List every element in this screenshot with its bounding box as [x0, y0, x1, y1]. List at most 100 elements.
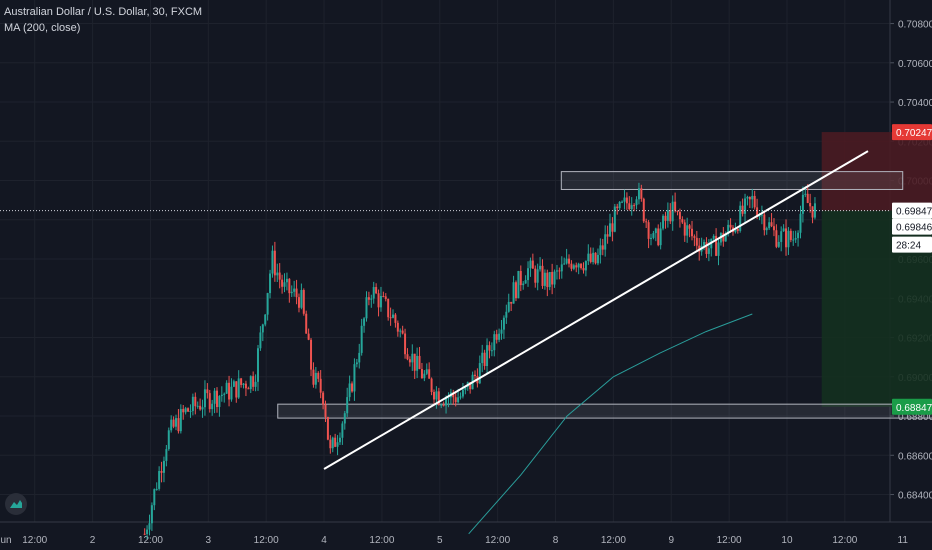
candle-body — [594, 252, 597, 264]
candle-body — [577, 263, 580, 268]
candle-body — [563, 263, 566, 265]
candle-body — [365, 297, 368, 319]
candle-body — [490, 350, 493, 352]
candle-body — [235, 381, 238, 398]
candle-body — [671, 201, 674, 222]
candle-body — [254, 381, 257, 387]
candle-body — [707, 248, 710, 254]
candle-body — [613, 206, 616, 232]
candle-body — [256, 348, 259, 382]
candle-body — [288, 278, 291, 294]
candle-body — [264, 314, 267, 325]
candle-body — [734, 228, 737, 233]
candle-body — [493, 334, 496, 351]
time-tick-label: 12:00 — [485, 535, 510, 546]
candle-body — [792, 239, 795, 241]
candle-body — [148, 523, 151, 530]
candle-body — [659, 228, 662, 246]
candle-body — [512, 282, 515, 304]
candle-body — [729, 224, 732, 228]
candle-body — [813, 203, 816, 218]
candle-body — [753, 195, 756, 208]
candle-body — [541, 265, 544, 286]
candle-body — [404, 333, 407, 355]
candle-body — [772, 226, 775, 231]
candle-body — [334, 437, 337, 447]
candle-body — [247, 388, 250, 390]
candle-body — [630, 205, 633, 210]
candle-body — [392, 314, 395, 318]
candle-body — [548, 271, 551, 288]
candle-body — [293, 288, 296, 292]
candle-body — [809, 202, 812, 207]
indicator-title[interactable]: MA (200, close) — [4, 22, 81, 34]
candle-body — [452, 392, 455, 398]
symbol-title[interactable]: Australian Dollar / U.S. Dollar, 30, FXC… — [4, 6, 203, 18]
candle-body — [218, 395, 221, 408]
candle-body — [199, 405, 202, 410]
candle-body — [355, 362, 358, 365]
candle-body — [623, 197, 626, 202]
candle-body — [249, 376, 252, 390]
time-tick-label: 12:00 — [138, 535, 163, 546]
candle-body — [488, 345, 491, 351]
candle-body — [310, 339, 313, 370]
candle-body — [616, 206, 619, 209]
candle-body — [290, 291, 293, 294]
candle-body — [300, 290, 303, 308]
time-tick-label: 9 — [668, 535, 674, 546]
bid-price-label: 0.69846 — [896, 223, 932, 234]
time-tick-label: 3 — [206, 535, 212, 546]
stop-price-label: 0.70247 — [896, 128, 932, 139]
candle-body — [575, 265, 578, 268]
candle-body — [806, 193, 809, 203]
chart-legend: Australian Dollar / U.S. Dollar, 30, FXC… — [4, 4, 202, 36]
time-tick-label: 12:00 — [254, 535, 279, 546]
candle-body — [739, 205, 742, 231]
candle-body — [314, 372, 317, 385]
candle-body — [469, 382, 472, 390]
time-tick-label: 5 — [437, 535, 443, 546]
candle-body — [611, 223, 614, 232]
candle-body — [440, 404, 443, 406]
candle-body — [543, 272, 546, 286]
candle-body — [690, 228, 693, 237]
time-tick-label: 12:00 — [369, 535, 394, 546]
candle-body — [216, 390, 218, 408]
candle-body — [517, 271, 520, 299]
candle-body — [606, 234, 609, 237]
tradingview-logo-icon[interactable] — [5, 493, 27, 515]
candle-body — [143, 533, 146, 535]
candle-body — [804, 193, 807, 195]
candle-body — [666, 210, 669, 221]
candle-body — [589, 253, 592, 263]
candle-body — [430, 378, 433, 392]
candle-body — [259, 332, 262, 349]
candle-body — [486, 345, 489, 366]
candle-body — [283, 282, 286, 287]
candle-body — [674, 201, 677, 211]
candle-body — [326, 416, 329, 440]
candle-body — [782, 228, 785, 232]
candle-body — [527, 268, 530, 281]
candle-body — [170, 419, 173, 431]
candle-body — [599, 245, 602, 255]
candle-body — [765, 228, 768, 231]
resistance-zone — [560, 171, 904, 190]
candle-body — [712, 235, 715, 239]
candle-body — [437, 391, 440, 405]
candle-body — [399, 330, 402, 332]
candle-body — [201, 407, 204, 410]
candle-body — [203, 389, 206, 408]
target-price-label-bg — [892, 398, 932, 415]
candle-body — [191, 396, 194, 412]
candle-body — [213, 390, 216, 404]
candle-body — [175, 418, 178, 427]
candle-body — [162, 460, 165, 473]
candle-body — [587, 253, 590, 262]
candle-body — [271, 250, 274, 274]
candle-body — [522, 283, 525, 286]
candle-body — [775, 230, 778, 247]
candle-body — [387, 298, 390, 318]
